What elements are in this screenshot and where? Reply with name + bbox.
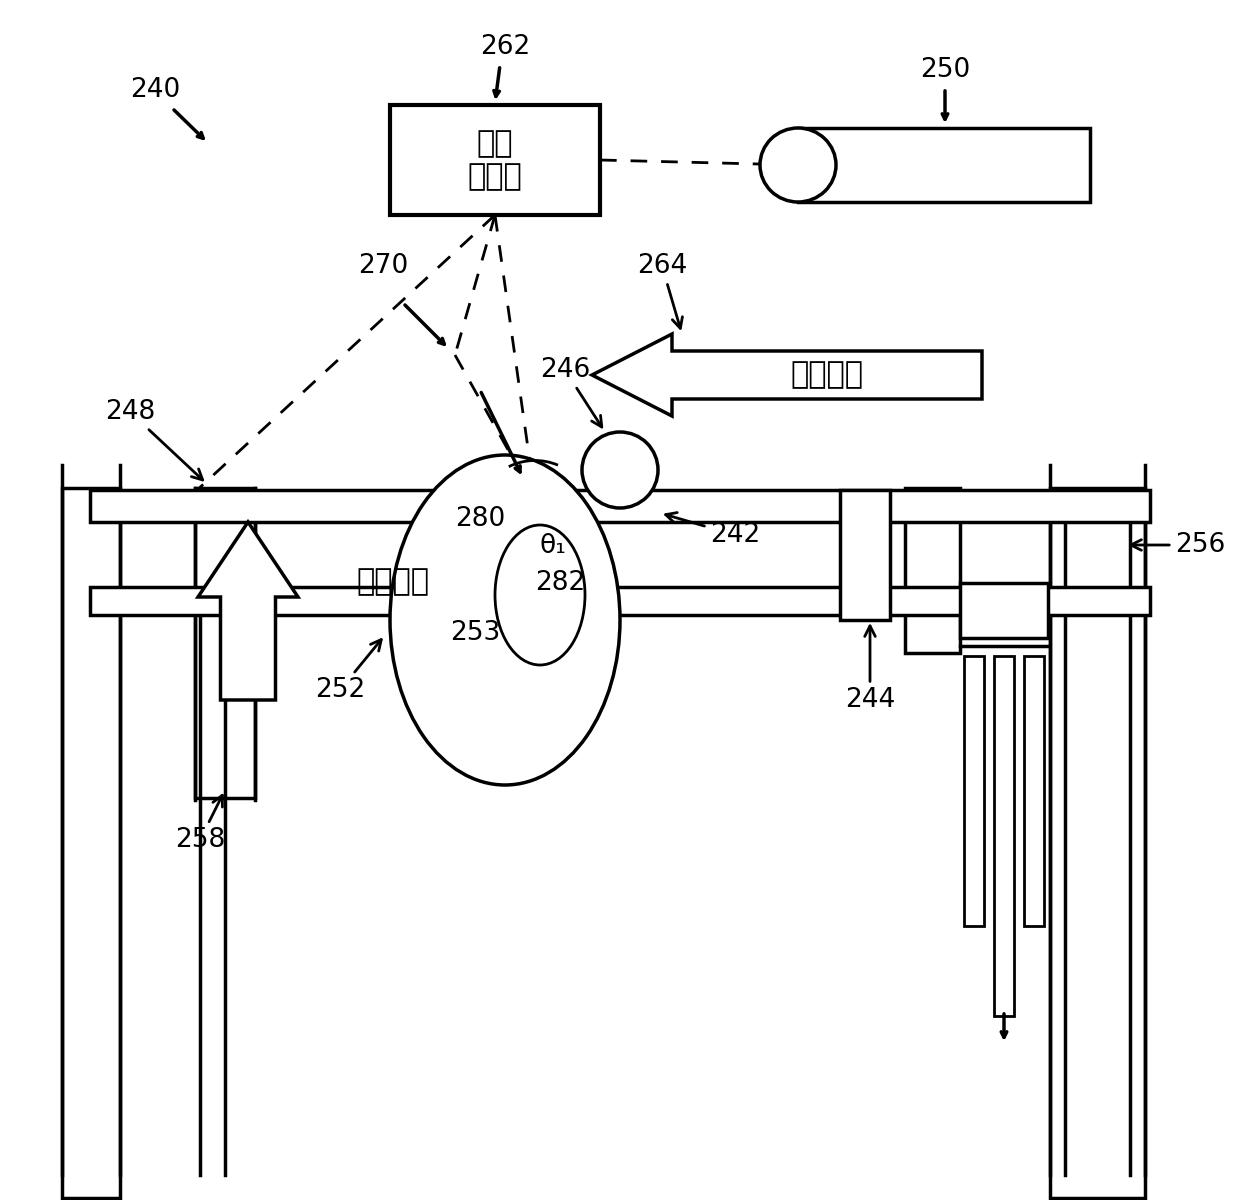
Text: 264: 264 bbox=[637, 253, 687, 329]
Text: 253: 253 bbox=[450, 620, 500, 646]
Text: 242: 242 bbox=[666, 512, 760, 548]
Bar bbox=[91, 587, 1149, 614]
Text: θ₁: θ₁ bbox=[539, 533, 567, 559]
Bar bbox=[839, 490, 890, 620]
Text: 248: 248 bbox=[105, 398, 202, 480]
Bar bbox=[799, 128, 1090, 202]
Text: 246: 246 bbox=[539, 358, 601, 427]
Text: 262: 262 bbox=[480, 34, 531, 60]
Text: 240: 240 bbox=[130, 77, 180, 103]
Text: 振镜
扫描器: 振镜 扫描器 bbox=[467, 128, 522, 191]
Text: 280: 280 bbox=[455, 506, 505, 532]
Bar bbox=[91, 490, 1149, 522]
Text: 构建方向: 构建方向 bbox=[357, 568, 429, 596]
Text: 重涂方向: 重涂方向 bbox=[791, 360, 863, 390]
Bar bbox=[994, 656, 1014, 1016]
Bar bbox=[62, 488, 120, 1198]
Polygon shape bbox=[591, 334, 982, 416]
Ellipse shape bbox=[760, 128, 836, 202]
Circle shape bbox=[582, 432, 658, 508]
Bar bbox=[195, 488, 255, 798]
Polygon shape bbox=[198, 522, 298, 700]
Text: 270: 270 bbox=[358, 253, 408, 278]
Text: 282: 282 bbox=[534, 570, 585, 596]
Text: 258: 258 bbox=[175, 796, 226, 853]
Bar bbox=[391, 104, 600, 215]
Text: 252: 252 bbox=[315, 640, 381, 703]
Bar bbox=[960, 583, 1048, 638]
Ellipse shape bbox=[391, 455, 620, 785]
Text: 250: 250 bbox=[920, 56, 970, 83]
Text: 244: 244 bbox=[844, 626, 895, 713]
Text: 256: 256 bbox=[1131, 532, 1225, 558]
Bar bbox=[1050, 488, 1145, 1198]
Bar bbox=[905, 488, 960, 653]
Bar bbox=[1024, 656, 1044, 926]
Ellipse shape bbox=[495, 526, 585, 665]
Bar bbox=[963, 656, 985, 926]
